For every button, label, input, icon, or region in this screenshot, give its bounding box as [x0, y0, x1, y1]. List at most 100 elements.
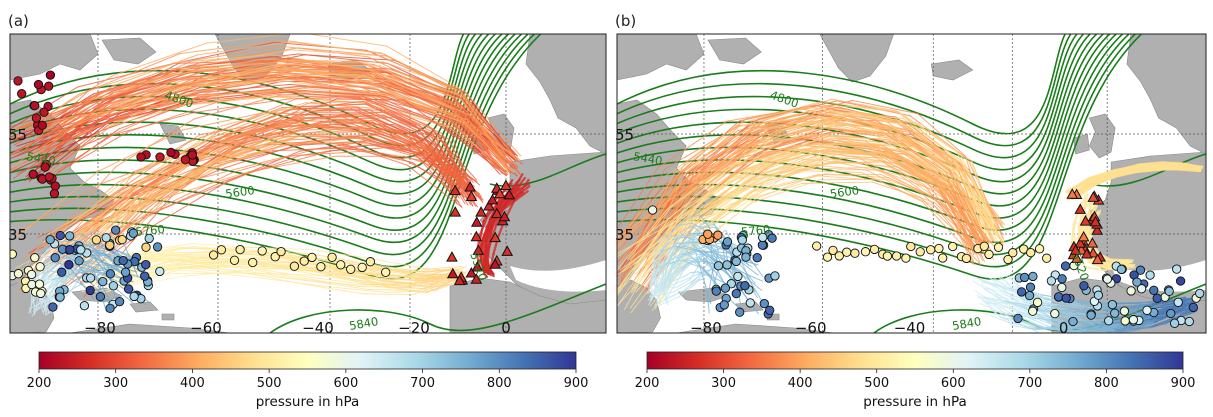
trajectory-segment: [34, 90, 113, 130]
trajectory-segment: [683, 257, 700, 260]
trajectory-segment: [310, 249, 373, 260]
trajectory-segment: [1161, 161, 1184, 166]
trajectory-segment: [617, 193, 666, 247]
trajectory-segment: [699, 223, 715, 230]
trajectory-segment: [1032, 317, 1065, 322]
trajectory-start-marker: [1135, 265, 1146, 275]
trajectory-segment: [617, 167, 659, 230]
trajectory-start-marker: [316, 262, 326, 272]
trajectory-segment: [974, 290, 1007, 315]
trajectory-end-marker: [446, 251, 458, 262]
trajectory-segment: [756, 138, 822, 161]
trajectory-segment: [732, 268, 764, 282]
colorbar-tick-label: 900: [564, 376, 589, 391]
trajectory-segment: [259, 277, 327, 288]
trajectory-segment: [934, 205, 976, 255]
trajectory-segment: [241, 119, 329, 149]
trajectory-segment: [35, 95, 111, 136]
geopotential-contour: [269, 283, 606, 333]
trajectory-segment: [653, 284, 662, 289]
trajectory-start-marker: [229, 255, 240, 265]
trajectory-start-marker: [50, 253, 60, 263]
trajectory-segment: [763, 128, 833, 152]
trajectory-segment: [110, 86, 197, 127]
trajectory-start-marker: [216, 245, 227, 255]
trajectory-start-marker: [37, 120, 47, 130]
trajectory-segment: [682, 127, 757, 182]
trajectory-segment: [379, 52, 461, 93]
trajectory-segment: [463, 89, 522, 157]
trajectory-segment: [117, 95, 209, 118]
trajectory-segment: [182, 111, 266, 131]
trajectory-segment: [265, 265, 332, 274]
colorbar-gradient: [38, 351, 577, 370]
trajectory-start-marker: [64, 260, 74, 270]
trajectory-segment: [617, 218, 669, 297]
trajectory-segment: [637, 229, 680, 278]
trajectory-segment: [240, 117, 320, 136]
trajectory-segment: [58, 131, 129, 173]
trajectory-segment: [46, 294, 52, 298]
trajectory-segment: [1037, 303, 1069, 310]
trajectory-segment: [432, 128, 474, 183]
trajectory-start-marker: [720, 283, 731, 293]
trajectory-segment: [161, 171, 252, 210]
trajectory-segment: [1090, 169, 1118, 180]
trajectory-start-marker: [1008, 248, 1018, 258]
trajectory-segment: [277, 95, 360, 99]
trajectory-segment: [192, 45, 283, 61]
panel-b-label: (b): [615, 12, 636, 30]
trajectory-segment: [848, 115, 918, 133]
trajectory-segment: [128, 169, 206, 210]
trajectory-segment: [142, 172, 233, 217]
trajectory-segment: [838, 169, 905, 171]
trajectory-segment: [409, 137, 463, 208]
trajectory-segment: [214, 73, 309, 89]
trajectory-segment: [364, 127, 426, 151]
trajectory-segment: [749, 111, 824, 134]
trajectory-segment: [489, 252, 495, 267]
trajectory-start-marker: [118, 255, 128, 266]
trajectory-segment: [82, 231, 95, 237]
trajectory-segment: [827, 156, 899, 160]
trajectory-segment: [654, 251, 662, 264]
trajectory-segment: [698, 252, 716, 258]
trajectory-segment: [860, 149, 925, 185]
trajectory-segment: [123, 87, 216, 109]
trajectory-segment: [690, 271, 705, 283]
trajectory-start-marker: [49, 188, 60, 199]
trajectory-segment: [289, 61, 384, 64]
trajectory-segment: [950, 177, 1000, 239]
trajectory-segment: [662, 183, 715, 255]
trajectory-segment: [383, 93, 465, 124]
trajectory-start-marker: [365, 257, 376, 267]
trajectory-segment: [1028, 327, 1063, 331]
trajectory-start-marker: [289, 261, 300, 271]
trajectory-end-marker: [475, 206, 487, 217]
trajectory-segment: [698, 128, 772, 177]
trajectory-segment: [882, 147, 934, 180]
trajectory-start-marker: [737, 235, 747, 245]
trajectory-start-marker: [1173, 297, 1183, 307]
trajectory-segment: [281, 103, 367, 109]
trajectory-start-marker: [1128, 315, 1139, 325]
trajectory-start-marker: [901, 253, 911, 263]
trajectory-segment: [78, 85, 175, 125]
geopotential-contour: [617, 34, 1067, 135]
trajectory-segment: [381, 115, 444, 138]
trajectory-segment: [17, 99, 91, 130]
colorbar-gradient: [646, 351, 1184, 370]
panel-a-label: (a): [8, 12, 29, 30]
trajectory-segment: [313, 271, 376, 287]
trajectory-segment: [332, 269, 387, 287]
trajectory-segment: [127, 69, 211, 97]
trajectory-segment: [627, 172, 675, 267]
trajectory-segment: [200, 69, 298, 81]
colorbar-a: 200 300 400 500 600 700 800 900 pressure in hPa: [27, 351, 589, 410]
trajectory-start-marker: [828, 245, 838, 256]
trajectory-segment: [781, 151, 849, 170]
trajectory-segment: [844, 145, 912, 156]
trajectory-start-marker: [74, 256, 84, 266]
scandinavia-landmass: [525, 34, 606, 155]
